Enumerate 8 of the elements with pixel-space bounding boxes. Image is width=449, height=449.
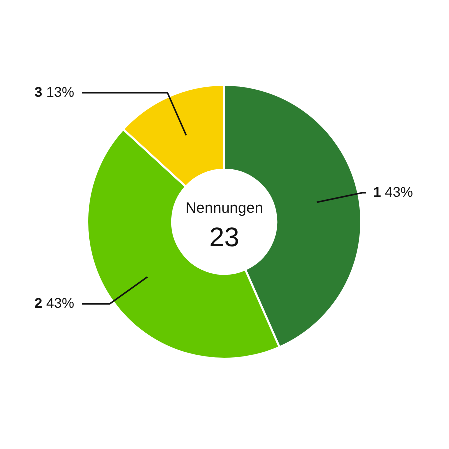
slice-label: 3: [34, 84, 43, 100]
slice-label: 1: [374, 184, 382, 200]
data-label: 43%: [381, 184, 414, 200]
data-label: 13%: [42, 84, 75, 100]
text: 23: [209, 222, 240, 252]
text: Nennungen: [186, 200, 264, 218]
slice-label: 2: [34, 295, 43, 312]
data-label: 43%: [42, 295, 75, 312]
